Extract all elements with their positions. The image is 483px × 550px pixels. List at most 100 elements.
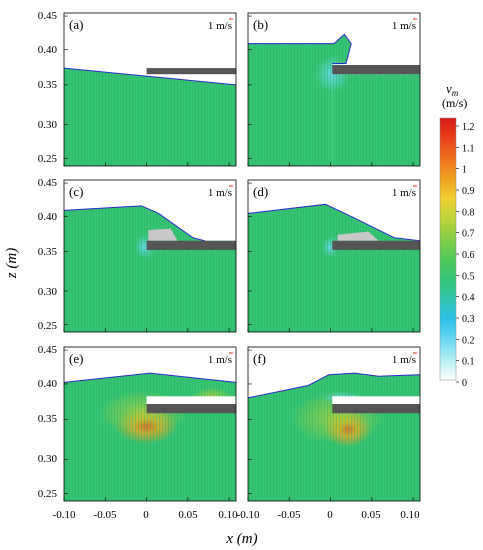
scale-label: 1 m/s: [392, 354, 416, 366]
x-tick-label: -0.10: [53, 509, 76, 521]
colorbar-tick-label: 0.7: [462, 229, 475, 240]
flow-field: [64, 67, 236, 166]
scale-label: 1 m/s: [392, 20, 416, 32]
scale-label: 1 m/s: [208, 187, 232, 199]
submerged-plate: [332, 403, 420, 414]
free-surface-line: [64, 205, 206, 242]
panel-f: (f) 1 m/s: [247, 346, 421, 502]
panel-label: (c): [69, 184, 83, 199]
plate-top-gap: [332, 396, 420, 404]
air-pocket: [337, 231, 379, 241]
x-tick-label: -0.10: [237, 509, 260, 521]
submerged-plate: [332, 240, 420, 250]
colorbar-tick-label: 0.6: [462, 250, 475, 261]
y-axis-title: z (m): [4, 248, 20, 279]
panel-frame: [63, 179, 237, 333]
panel-label: (d): [253, 184, 268, 199]
y-tick-label: 0.45: [38, 344, 58, 356]
colorbar-unit: (m/s): [442, 96, 467, 110]
y-tick-label: 0.30: [38, 453, 58, 465]
flow-field: [248, 203, 420, 332]
panel-frame: [247, 12, 421, 167]
vector-streaks: [248, 204, 420, 332]
panel-frame: [63, 12, 237, 167]
free-surface-line: [64, 67, 236, 86]
colorbar-tick-label: 0.9: [462, 186, 475, 197]
colorbar-tick-label: 0.4: [462, 293, 475, 304]
plate-top-gap: [146, 396, 236, 404]
colorbar-tick-label: 0.8: [462, 207, 475, 218]
x-axis-title: x (m): [225, 531, 257, 547]
y-axis-ticks-row-3: 0.45 0.40 0.35 0.30 0.25: [38, 344, 58, 500]
x-tick-label: 0.10: [400, 509, 420, 521]
y-tick-label: 0.40: [38, 44, 58, 56]
x-tick-label: 0: [143, 509, 149, 521]
colorbar-title: vm: [446, 81, 459, 98]
x-tick-label: 0.05: [361, 509, 381, 521]
y-tick-label: 0.40: [38, 378, 58, 390]
scale-label: 1 m/s: [208, 20, 232, 32]
y-axis-ticks-row-2: 0.45 0.40 0.35 0.30 0.25: [38, 177, 58, 332]
panel-d: (d) 1 m/s: [247, 179, 421, 333]
submerged-plate: [332, 65, 420, 75]
panel-c: (c) 1 m/s: [63, 179, 237, 333]
scale-label: 1 m/s: [392, 187, 416, 199]
y-tick-label: 0.35: [38, 413, 58, 425]
free-surface-line: [248, 33, 352, 64]
x-tick-label: -0.05: [278, 509, 301, 521]
y-tick-label: 0.30: [38, 119, 58, 131]
colorbar-tick-label: 0: [462, 378, 467, 389]
panel-label: (a): [69, 17, 83, 32]
colorbar-tick-label: 1: [462, 165, 467, 176]
panel-frame: [63, 346, 237, 502]
air-pocket: [148, 228, 178, 241]
colorbar-tick-label: 1.1: [462, 143, 475, 154]
x-axis-ticks-right: -0.10 -0.05 0 0.05 0.10: [237, 509, 421, 521]
y-tick-label: 0.35: [38, 79, 58, 91]
x-tick-label: 0.05: [178, 509, 198, 521]
x-tick-label: 0.10: [218, 509, 238, 521]
y-axis-ticks-row-1: 0.45 0.40 0.35 0.30 0.25: [38, 10, 58, 165]
colorbar-gradient: [439, 117, 457, 381]
x-tick-label: 0: [327, 509, 333, 521]
free-surface-line: [248, 203, 420, 242]
x-axis-ticks-left: -0.10 -0.05 0 0.05 0.10: [53, 509, 239, 521]
colorbar-ticks: 1.2 1.1 1 0.9 0.8 0.7 0.6 0.5 0.4 0.3 0.2 0.1 0: [456, 122, 475, 389]
submerged-plate: [146, 68, 236, 75]
flow-field: [64, 205, 236, 332]
y-tick-label: 0.25: [38, 488, 58, 500]
vector-streaks: [332, 74, 420, 166]
free-surface-line: [64, 372, 236, 383]
flow-field: [248, 372, 420, 501]
panel-label: (b): [253, 17, 268, 32]
vector-streaks: [64, 205, 236, 332]
panel-label: (f): [253, 351, 266, 366]
panel-frame: [247, 346, 421, 502]
y-tick-label: 0.40: [38, 211, 58, 223]
submerged-plate: [146, 403, 236, 414]
panel-a: (a) 1 m/s: [63, 12, 237, 167]
colorbar-tick-label: 0.1: [462, 357, 475, 368]
x-tick-label: -0.05: [94, 509, 117, 521]
colorbar-var: v: [446, 81, 452, 96]
y-tick-label: 0.25: [38, 153, 58, 165]
y-tick-label: 0.30: [38, 286, 58, 298]
y-tick-label: 0.25: [38, 320, 58, 332]
colorbar: vm (m/s) 1.2 1.1 1 0.9 0.8 0.7 0.6 0.5 0.4 0.3 0.2…: [439, 81, 475, 389]
colorbar-sub: m: [452, 88, 459, 98]
flow-field: [64, 372, 236, 501]
colorbar-tick-label: 1.2: [462, 122, 475, 133]
y-tick-label: 0.45: [38, 10, 58, 22]
panel-b: (b) 1 m/s: [247, 12, 421, 167]
colorbar-tick-label: 0.3: [462, 314, 475, 325]
flow-field: [248, 33, 420, 166]
free-surface-line: [248, 372, 420, 399]
vector-streaks: [64, 373, 236, 501]
panels-layer: (a) 1 m/s (b) 1 m/s (c) 1 m/s (d) 1 m/s (e) 1 m/s…: [63, 12, 421, 502]
panel-label: (e): [69, 351, 83, 366]
submerged-plate: [146, 240, 236, 250]
colorbar-tick-label: 0.5: [462, 271, 475, 282]
panel-e: (e) 1 m/s: [63, 346, 237, 502]
scale-label: 1 m/s: [208, 354, 232, 366]
